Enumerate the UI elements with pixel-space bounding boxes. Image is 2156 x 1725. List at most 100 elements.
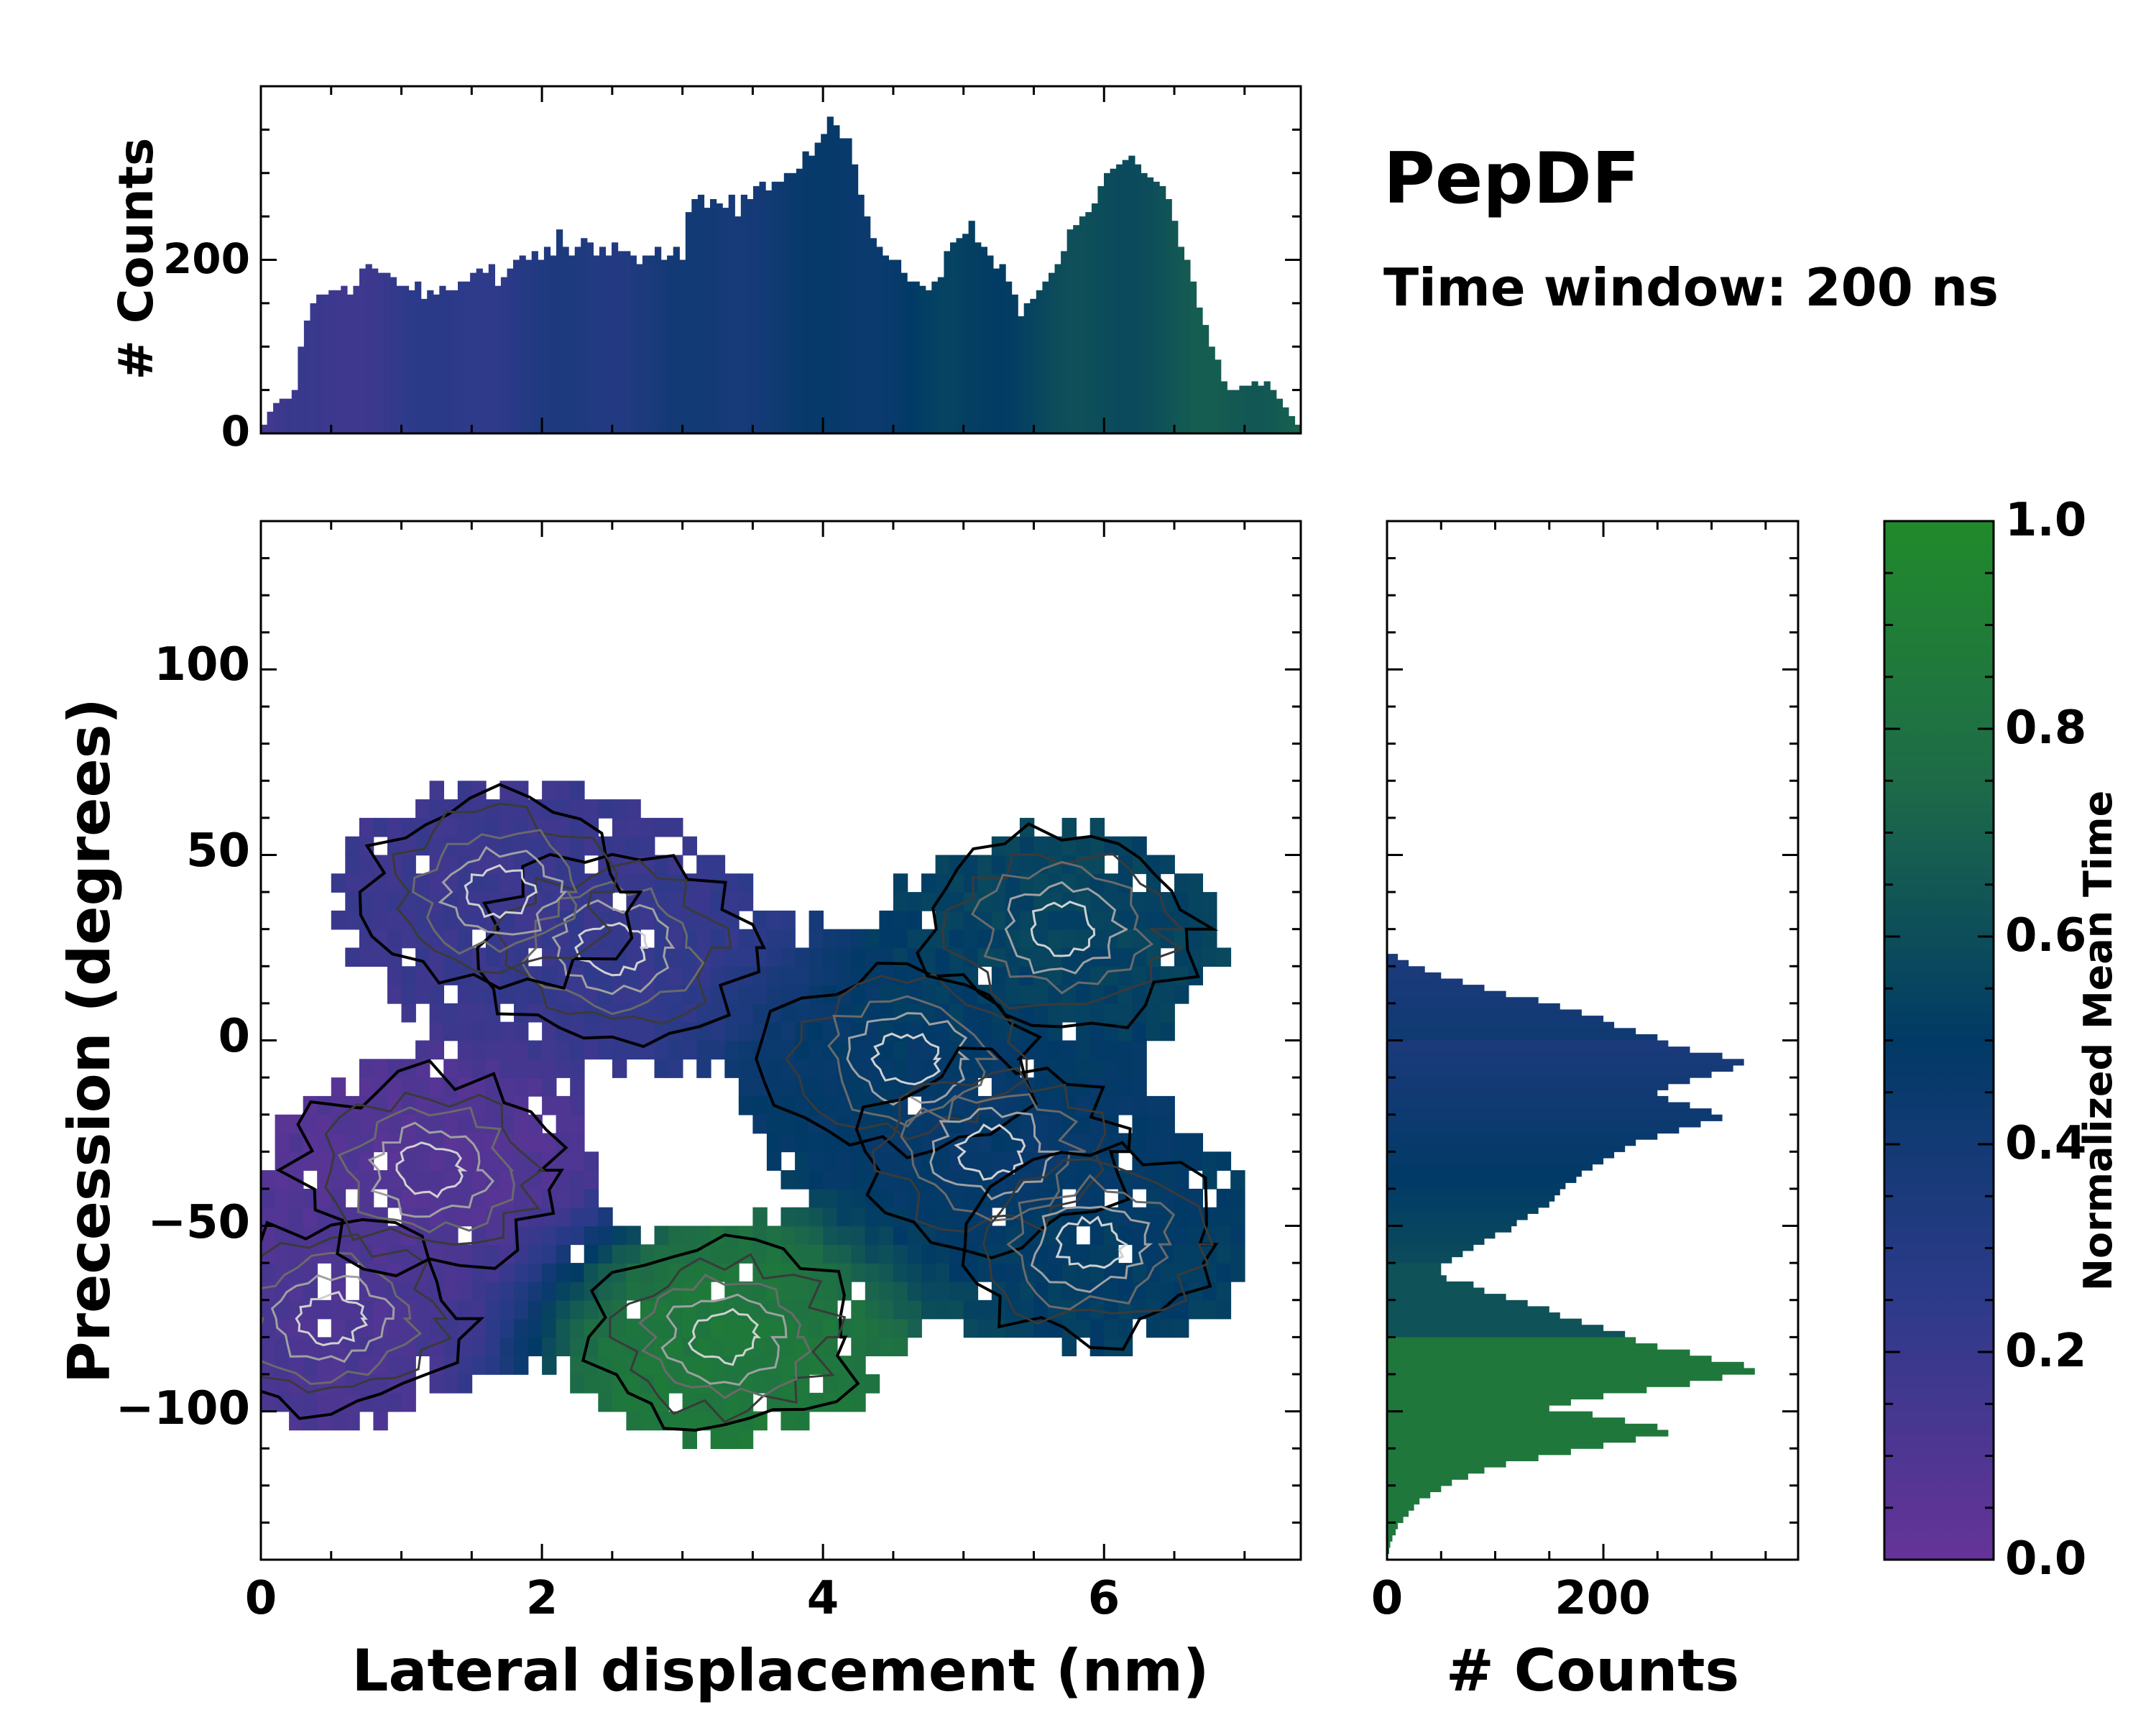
- heatmap-cell: [303, 1392, 318, 1412]
- heatmap-cell: [359, 947, 374, 967]
- right-histogram-bar: [1387, 1009, 1582, 1016]
- right-histogram-bar: [1387, 1318, 1582, 1325]
- heatmap-cell: [331, 1318, 346, 1338]
- heatmap-cell: [542, 1337, 557, 1356]
- heatmap-cell: [1019, 836, 1035, 856]
- heatmap-cell: [359, 1114, 374, 1134]
- contour-line: [324, 1091, 546, 1246]
- right-histogram-bar: [1387, 1263, 1442, 1270]
- heatmap-cell: [921, 1188, 936, 1208]
- heatmap-cell: [1230, 1225, 1245, 1246]
- top-histogram-bar: [556, 229, 563, 433]
- top-histogram-bar: [1270, 390, 1277, 433]
- heatmap-cell: [724, 929, 740, 949]
- contour-line: [609, 1253, 847, 1424]
- heatmap-cell: [1132, 1263, 1147, 1282]
- top-histogram-bar: [365, 264, 372, 433]
- heatmap-cell: [499, 1021, 515, 1041]
- heatmap-cell: [612, 1059, 627, 1078]
- heatmap-cell: [851, 1318, 866, 1338]
- heatmap-cell: [556, 817, 571, 837]
- heatmap-cell: [514, 910, 529, 930]
- main-ylabel: Precession (degrees): [56, 698, 123, 1384]
- heatmap-cell: [640, 910, 655, 930]
- heatmap-cell: [570, 1077, 585, 1097]
- heatmap-cell: [261, 1356, 276, 1375]
- heatmap-cell: [499, 1040, 515, 1060]
- heatmap-cell: [1132, 1021, 1147, 1041]
- heatmap-cell: [738, 1356, 754, 1375]
- top-histogram-bar: [390, 277, 397, 433]
- heatmap-cell: [640, 836, 655, 856]
- heatmap-cell: [752, 1374, 768, 1394]
- heatmap-cell: [808, 1337, 824, 1356]
- heatmap-cell: [823, 1281, 838, 1301]
- heatmap-cell: [879, 1003, 894, 1023]
- contour-line: [660, 1293, 788, 1386]
- heatmap-cell: [457, 1300, 473, 1320]
- heatmap-cell: [752, 1337, 768, 1356]
- heatmap-cell: [963, 1059, 979, 1078]
- heatmap-cell: [499, 1244, 515, 1264]
- heatmap-cell: [373, 1059, 388, 1078]
- heatmap-cell: [612, 1356, 627, 1375]
- heatmap-cell: [514, 1040, 529, 1060]
- contour-line: [929, 1106, 1061, 1201]
- heatmap-cell: [907, 1300, 922, 1320]
- top-histogram-bar: [999, 264, 1006, 433]
- heatmap-cell: [443, 1151, 459, 1171]
- heatmap-cell: [626, 817, 641, 837]
- colorbar-bar: [1883, 520, 1995, 1561]
- heatmap-cell: [485, 947, 501, 967]
- top-histogram-bar: [1159, 185, 1166, 433]
- heatmap-cell: [570, 817, 585, 837]
- heatmap-cell: [696, 1374, 711, 1394]
- right-histogram-bar: [1387, 1090, 1658, 1097]
- heatmap-cell: [429, 799, 444, 819]
- contour-line: [900, 1093, 1087, 1222]
- heatmap-cell: [415, 799, 430, 819]
- heatmap-cell: [823, 1188, 838, 1208]
- heatmap-cell: [1104, 1170, 1119, 1190]
- heatmap-cell: [401, 1244, 416, 1264]
- heatmap-cell: [1174, 873, 1189, 893]
- heatmap-cell: [584, 1263, 599, 1282]
- heatmap-cell: [1146, 1281, 1161, 1301]
- heatmap-cell: [1146, 1225, 1161, 1246]
- heatmap-cell: [499, 1133, 515, 1153]
- heatmap-cell: [738, 1411, 754, 1431]
- heatmap-cell: [1005, 1225, 1021, 1246]
- heatmap-cell: [485, 1207, 501, 1227]
- heatmap-cell: [345, 855, 360, 875]
- heatmap-cell: [1160, 1281, 1175, 1301]
- heatmap-cell: [780, 1374, 796, 1394]
- heatmap-cell: [1061, 947, 1077, 967]
- heatmap-cell: [710, 1392, 726, 1412]
- heatmap-cell: [879, 1337, 894, 1356]
- heatmap-cell: [808, 966, 824, 985]
- heatmap-cell: [471, 1003, 487, 1023]
- heatmap-cell: [1160, 855, 1175, 875]
- top-histogram-bar: [1049, 272, 1056, 433]
- heatmap-cell: [907, 929, 922, 949]
- top-histogram-bar: [919, 285, 926, 433]
- heatmap-cell: [893, 1244, 908, 1264]
- heatmap-cell: [1048, 1003, 1063, 1023]
- heatmap-cell: [921, 985, 936, 1004]
- heatmap-cell: [471, 1040, 487, 1060]
- heatmap-cell: [977, 1059, 992, 1078]
- heatmap-cell: [865, 1114, 880, 1134]
- heatmap-cell: [556, 1095, 571, 1116]
- top-histogram-bar: [864, 216, 871, 433]
- right-histogram-bar: [1387, 1040, 1669, 1047]
- heatmap-cell: [1005, 1263, 1021, 1282]
- heatmap-cell: [359, 873, 374, 893]
- right-histogram-bar: [1387, 1349, 1690, 1356]
- heatmap-cell: [331, 1411, 346, 1431]
- top-histogram-bar: [931, 281, 939, 433]
- heatmap-cell: [626, 1225, 641, 1246]
- heatmap-cell: [499, 1225, 515, 1246]
- heatmap-cell: [780, 1040, 796, 1060]
- heatmap-cell: [457, 1151, 473, 1171]
- heatmap-cell: [710, 1021, 726, 1041]
